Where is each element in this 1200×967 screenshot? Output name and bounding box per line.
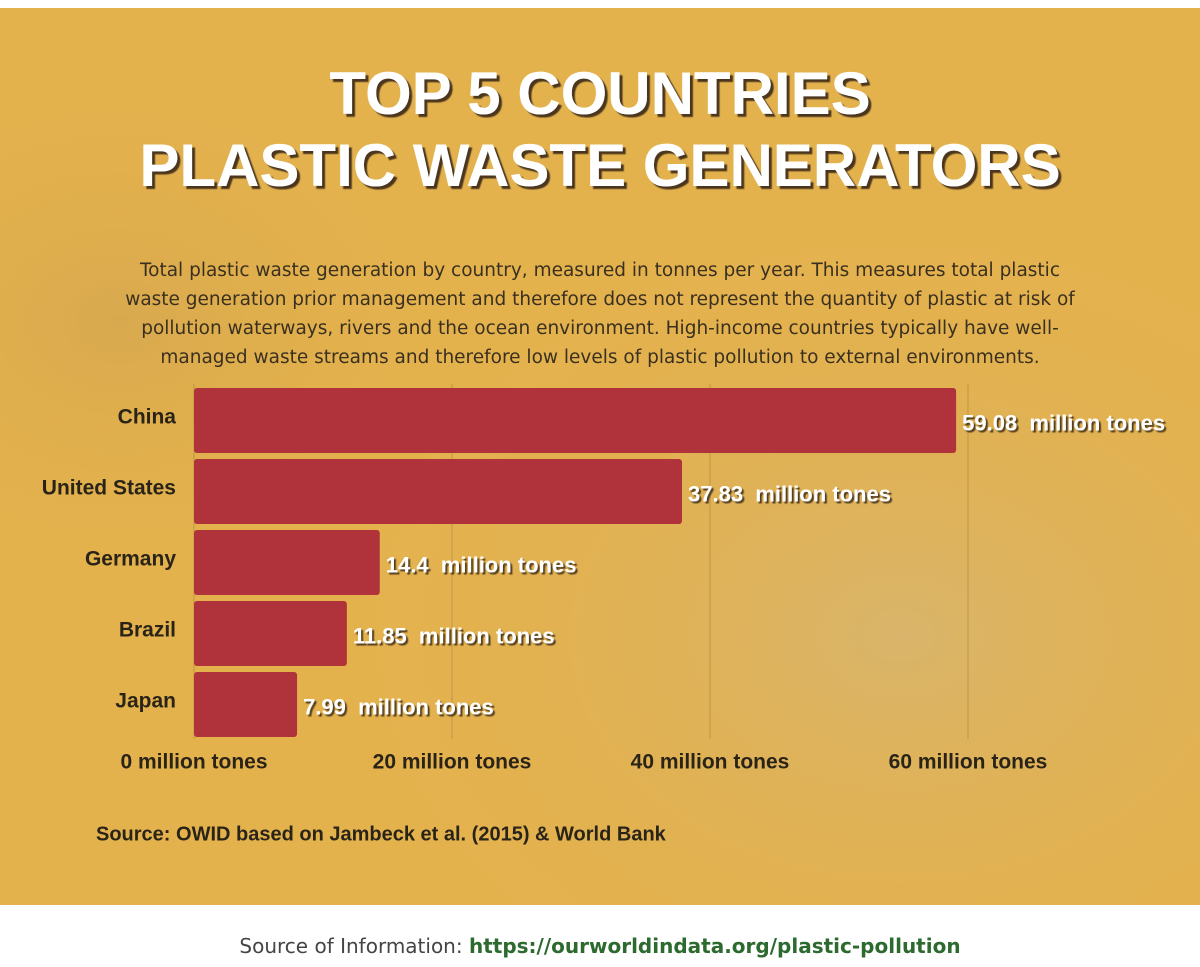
value-label: 14.4 million tones <box>386 552 577 577</box>
y-tick-label: United States <box>42 477 176 500</box>
footer: Source of Information: https://ourworldi… <box>0 934 1200 958</box>
x-tick-label: 20 million tones <box>373 751 532 774</box>
source-note: Source: OWID based on Jambeck et al. (20… <box>96 823 667 845</box>
y-tick-label: China <box>118 406 177 429</box>
footer-link[interactable]: https://ourworldindata.org/plastic-pollu… <box>468 934 961 958</box>
bar <box>194 459 683 524</box>
y-tick-label: Japan <box>115 690 176 713</box>
footer-label: Source of Information: <box>239 934 463 958</box>
y-tick-label: Brazil <box>119 619 176 642</box>
y-tick-label: Germany <box>85 548 176 571</box>
plot: 0 million tones 20 million tones 40 millio… <box>42 384 1165 774</box>
value-label: 11.85 million tones <box>353 623 555 648</box>
x-tick-label: 60 million tones <box>889 751 1048 774</box>
value-label: 59.08 million tones <box>962 410 1165 435</box>
x-tick-label: 40 million tones <box>631 751 790 774</box>
bar <box>194 530 380 595</box>
bar <box>194 672 298 737</box>
chart-title: TOP 5 COUNTRIES <box>329 60 870 127</box>
background-texture <box>0 8 1200 905</box>
value-label: 37.83 million tones <box>688 481 891 506</box>
bar <box>194 388 957 453</box>
x-tick-label: 0 million tones <box>120 751 267 774</box>
bar <box>194 601 347 666</box>
value-label: 7.99 million tones <box>303 694 494 719</box>
chart-title: PLASTIC WASTE GENERATORS <box>139 132 1060 199</box>
chart-subtitle: Total plastic waste generation by countr… <box>125 260 1075 368</box>
